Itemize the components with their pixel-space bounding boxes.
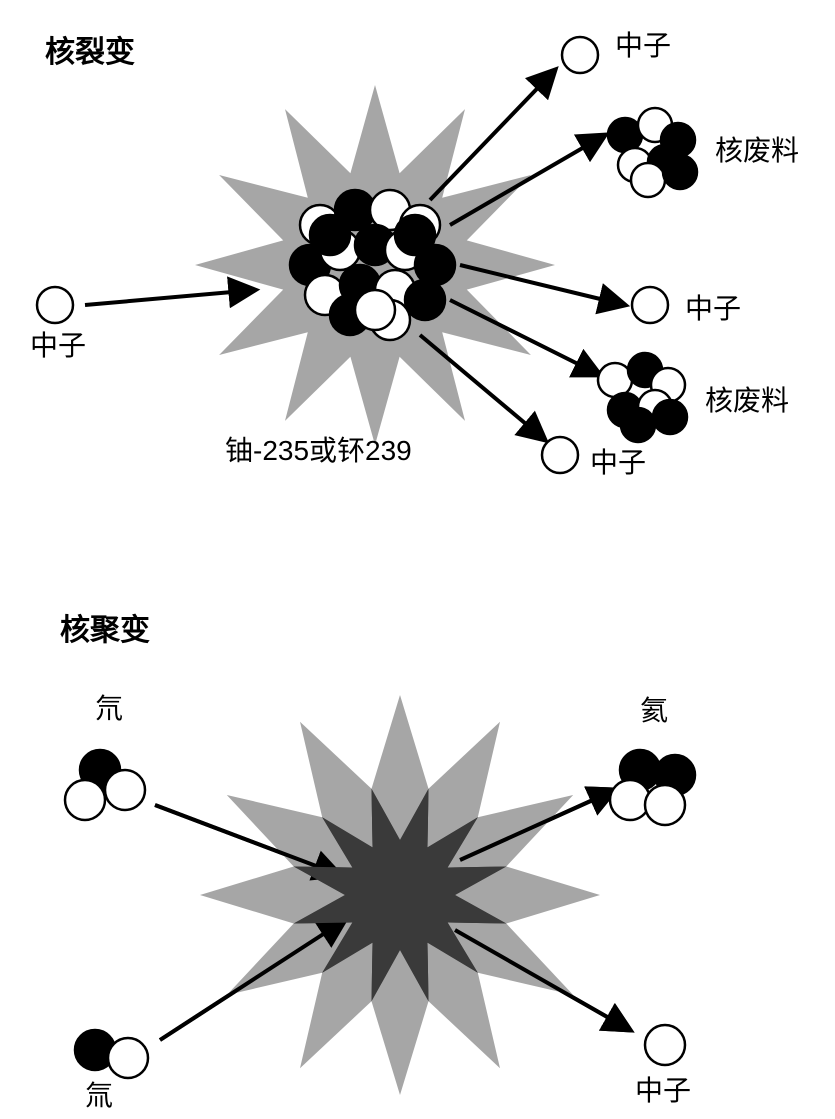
fission-incoming-neutron: [37, 287, 73, 323]
fission-nucleus-particle: [395, 215, 435, 255]
fission-fragment-particle: [653, 400, 687, 434]
fission-fragment-particle: [621, 408, 655, 442]
fusion-output-particle: [610, 780, 650, 820]
fission-nucleus-particle: [355, 290, 395, 330]
fusion-input-particle: [105, 770, 145, 810]
fission-fragment-particle: [663, 155, 697, 189]
fission-nucleus-particle: [310, 215, 350, 255]
fusion-input-particle: [108, 1038, 148, 1078]
fission-title: 核裂变: [45, 35, 135, 69]
fission-out-arrow-2: [460, 265, 625, 305]
fission-out-neutron-label-0: 中子: [615, 30, 671, 61]
fusion-output-label-1: 中子: [635, 1075, 691, 1106]
fission-out-neutron: [542, 437, 578, 473]
fission-out-neutron-label-2: 中子: [590, 447, 646, 478]
fusion-input-label-1: 氚: [85, 1080, 113, 1111]
fission-fragment-label-1: 核废料: [705, 385, 789, 416]
fusion-input-label-0: 氘: [95, 693, 123, 724]
fusion-input-particle: [65, 780, 105, 820]
fission-incoming-arrow: [85, 290, 255, 305]
fission-nucleus-particle: [405, 280, 445, 320]
fission-nucleus-label: 铀-235或钚239: [225, 435, 412, 466]
fission-fragment-label-0: 核废料: [715, 135, 799, 166]
fission-out-neutron-label-1: 中子: [685, 293, 741, 324]
fission-fragment-particle: [631, 163, 665, 197]
fission-out-arrow-1: [450, 135, 605, 225]
fusion-output-label-0: 氦: [640, 695, 668, 726]
fission-out-neutron: [632, 287, 668, 323]
fission-out-neutron: [562, 37, 598, 73]
fusion-output-particle: [645, 1025, 685, 1065]
fusion-title: 核聚变: [60, 613, 150, 647]
fusion-output-particle: [645, 785, 685, 825]
fission-incoming-neutron-label: 中子: [30, 330, 86, 361]
